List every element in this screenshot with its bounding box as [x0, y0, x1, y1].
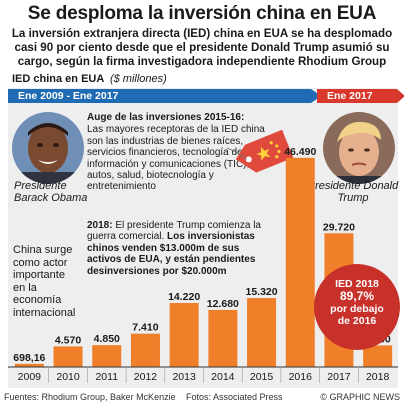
- obama-caption: Presidente Barack Obama: [14, 180, 88, 204]
- period-trump-band: Ene 2017: [317, 89, 404, 103]
- page-subtitle: La inversión extranjera directa (IED) ch…: [11, 27, 393, 68]
- badge-line3: por debajo: [330, 303, 384, 315]
- boom-annotation-body: Las mayores receptoras de la IED china s…: [87, 124, 265, 193]
- footer-photos: Fotos: Associated Press: [186, 392, 283, 402]
- badge-line4: de 2016: [337, 315, 377, 327]
- badge-line2: 89,7%: [339, 289, 375, 303]
- chart-units: ($ millones): [109, 73, 167, 85]
- trade-war-annotation: 2018: El presidente Trump comienza la gu…: [87, 220, 265, 277]
- trump-caption: Presidente Donald Trump: [307, 180, 399, 204]
- trade-war-lead: 2018:: [87, 220, 113, 231]
- trade-war-bold: Los inversionistas chinos venden $13.000…: [87, 231, 256, 277]
- boom-annotation: Auge de las inversiones 2015-16: Las may…: [87, 112, 265, 193]
- footer-credit: © GRAPHIC NEWS: [320, 392, 400, 402]
- obama-portrait: [12, 112, 84, 184]
- period-obama-band: Ene 2009 - Ene 2017: [8, 89, 321, 103]
- trade-war-plain: El presidente Trump comienza la guerra c…: [87, 220, 261, 243]
- decline-badge: IED 2018 89,7% por debajo de 2016: [314, 264, 400, 350]
- badge-line1: IED 2018: [335, 278, 379, 290]
- trump-portrait: [323, 112, 395, 184]
- chart-label: IED china en EUA ($ millones): [12, 73, 167, 85]
- china-note: China surge como actor importante en la …: [13, 244, 76, 319]
- footer-sources: Fuentes: Rhodium Group, Baker McKenzie: [4, 392, 176, 402]
- page-title: Se desploma la inversión china en EUA: [27, 3, 377, 24]
- chart-label-text: IED china en EUA: [12, 73, 104, 85]
- boom-annotation-head: Auge de las inversiones 2015-16:: [87, 112, 245, 123]
